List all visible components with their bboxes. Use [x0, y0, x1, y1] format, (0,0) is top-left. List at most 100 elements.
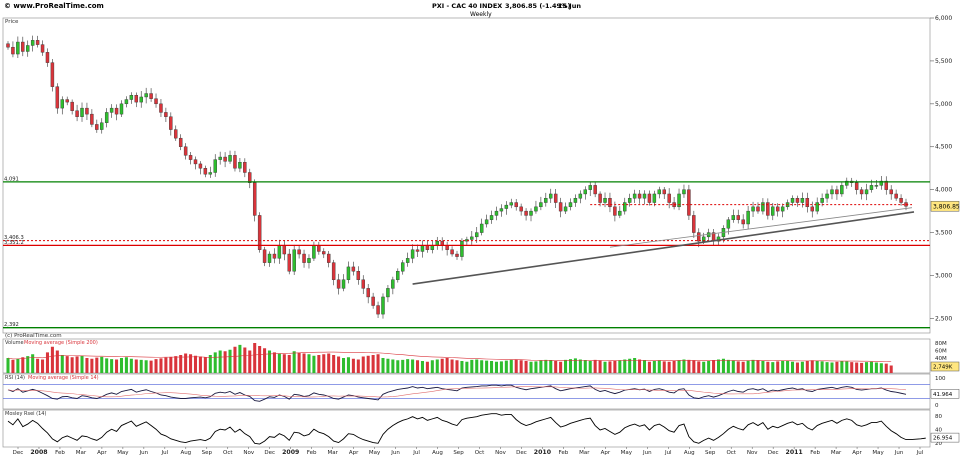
volume-tick-label: 40M [935, 356, 947, 362]
candle-body [657, 189, 662, 195]
volume-bar [613, 361, 617, 373]
volume-bar [31, 354, 35, 373]
volume-bar [351, 358, 355, 373]
volume-bar [406, 359, 410, 373]
volume-bar [628, 358, 632, 373]
candle-body [771, 206, 775, 216]
volume-badge-text: 2,749K [933, 365, 953, 371]
candle-body [35, 40, 40, 45]
candle-body [869, 185, 874, 190]
volume-tick-label: 60M [935, 349, 947, 355]
candle-body [637, 193, 642, 199]
volume-bar [174, 356, 178, 373]
candle-body [322, 251, 326, 255]
candle-body [470, 236, 474, 240]
volume-bar [149, 360, 153, 373]
volume-bar [411, 359, 415, 373]
candle-body [682, 189, 686, 195]
y-tick-label: 3,500 [935, 230, 952, 237]
candle-body [262, 249, 267, 263]
volume-bar [105, 358, 109, 373]
candle-body [95, 124, 99, 130]
volume-bar [860, 362, 864, 373]
x-tick-label: Dec [516, 450, 527, 456]
candle-body [302, 253, 306, 263]
candle-body [529, 210, 533, 216]
volume-bar [642, 360, 647, 373]
volume-bar [840, 361, 844, 373]
candle-body [50, 62, 55, 87]
volume-bar [702, 361, 706, 373]
candle-body [553, 193, 558, 203]
level-label: 3,351.2 [4, 240, 24, 246]
candle-body [381, 296, 385, 315]
volume-bar [568, 359, 573, 373]
candle-body [756, 206, 760, 212]
volume-bar [539, 360, 543, 373]
candle-body [297, 249, 301, 255]
volume-bar [889, 365, 893, 373]
volume-bar [815, 360, 819, 373]
volume-bar [578, 359, 582, 373]
chart-title: PXI - CAC 40 INDEX [432, 2, 502, 10]
candle-body [519, 206, 523, 212]
candle-body [203, 168, 208, 175]
volume-bar [652, 361, 656, 373]
volume-bar [376, 354, 380, 373]
volume-bar [781, 360, 785, 373]
candle-body [109, 107, 114, 113]
candle-body [800, 198, 805, 203]
candle-body [410, 249, 415, 259]
x-tick-label: 2009 [282, 449, 299, 456]
volume-bar [55, 350, 59, 373]
volume-bar [297, 352, 301, 373]
watermark-top: © www.ProRealTime.com [4, 2, 104, 10]
candle-body [697, 232, 701, 242]
volume-bar [198, 356, 202, 373]
volume-bar [60, 355, 64, 373]
volume-bar [475, 359, 479, 373]
volume-bar [810, 360, 814, 373]
candle-body [386, 288, 390, 298]
volume-bar [332, 355, 336, 373]
x-tick-label: Dec [264, 450, 275, 456]
volume-bar [825, 362, 829, 373]
volume-bar [169, 356, 173, 373]
volume-tick-label: 80M [935, 341, 947, 347]
y-tick-label: 2,500 [935, 315, 952, 322]
volume-bar [21, 357, 25, 373]
candle-body [632, 193, 637, 199]
level-label: 4,091 [4, 176, 19, 182]
volume-bar [425, 361, 429, 373]
volume-bar [341, 358, 346, 373]
x-tick-label: Sep [705, 450, 716, 456]
candle-body [568, 202, 573, 208]
candle-body [578, 193, 583, 199]
candle-body [647, 193, 652, 203]
candle-body [460, 240, 464, 257]
candle-body [736, 215, 740, 220]
volume-bar [494, 361, 498, 373]
volume-bar [850, 362, 854, 373]
volume-bar [65, 356, 69, 373]
candle-body [277, 245, 282, 259]
volume-bar [800, 361, 804, 373]
candle-body [144, 93, 148, 98]
candle-body [716, 236, 721, 242]
volume-bar [16, 358, 20, 373]
candle-body [761, 202, 765, 212]
volume-bar [647, 361, 651, 373]
mosc-badge-text: 26.954 [933, 436, 953, 442]
candle-body [341, 279, 346, 289]
volume-bar [386, 358, 390, 373]
candle-body [366, 288, 370, 298]
candle-body [741, 219, 745, 225]
volume-bar [721, 358, 725, 373]
candle-body [100, 122, 104, 130]
candle-body [139, 96, 143, 103]
volume-bar [189, 354, 193, 373]
candle-body [164, 112, 168, 117]
candle-body [188, 155, 193, 160]
candle-body [677, 193, 681, 208]
